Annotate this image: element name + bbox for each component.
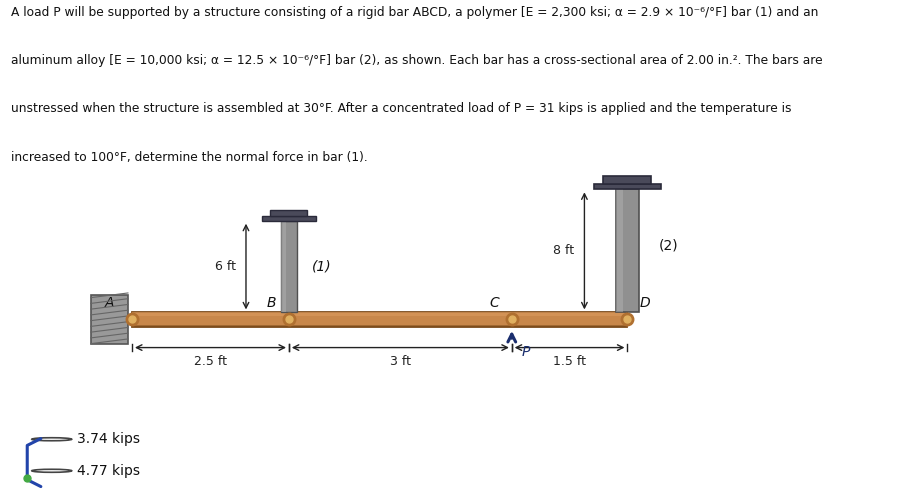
- Text: A: A: [104, 295, 114, 310]
- Bar: [132, 312, 627, 327]
- Bar: [616, 190, 623, 312]
- Text: (2): (2): [658, 239, 678, 253]
- Text: 8 ft: 8 ft: [553, 245, 575, 257]
- Text: 6 ft: 6 ft: [215, 260, 236, 273]
- Bar: [132, 325, 627, 327]
- Text: aluminum alloy [E = 10,000 ksi; α = 12.5 × 10⁻⁶/°F] bar (2), as shown. Each bar : aluminum alloy [E = 10,000 ksi; α = 12.5…: [11, 54, 823, 67]
- Bar: [281, 221, 286, 312]
- Text: B: B: [267, 295, 277, 310]
- Text: A load P will be supported by a structure consisting of a rigid bar ABCD, a poly: A load P will be supported by a structur…: [11, 5, 818, 19]
- Bar: [271, 210, 308, 216]
- Text: 2.5 ft: 2.5 ft: [194, 355, 227, 368]
- Text: C: C: [489, 295, 499, 310]
- Bar: [132, 312, 627, 317]
- Text: (1): (1): [312, 260, 331, 273]
- Text: increased to 100°F, determine the normal force in bar (1).: increased to 100°F, determine the normal…: [11, 151, 368, 164]
- Text: 3.74 kips: 3.74 kips: [77, 432, 140, 446]
- Bar: [281, 221, 297, 312]
- Text: 1.5 ft: 1.5 ft: [553, 355, 586, 368]
- Bar: [604, 176, 651, 184]
- Text: P: P: [522, 345, 530, 359]
- Text: unstressed when the structure is assembled at 30°F. After a concentrated load of: unstressed when the structure is assembl…: [11, 102, 792, 116]
- Text: D: D: [640, 295, 650, 310]
- Bar: [594, 184, 661, 190]
- Bar: [262, 216, 316, 221]
- Bar: [616, 190, 639, 312]
- Text: 4.77 kips: 4.77 kips: [77, 464, 140, 478]
- Text: 3 ft: 3 ft: [390, 355, 410, 368]
- Bar: [91, 295, 128, 343]
